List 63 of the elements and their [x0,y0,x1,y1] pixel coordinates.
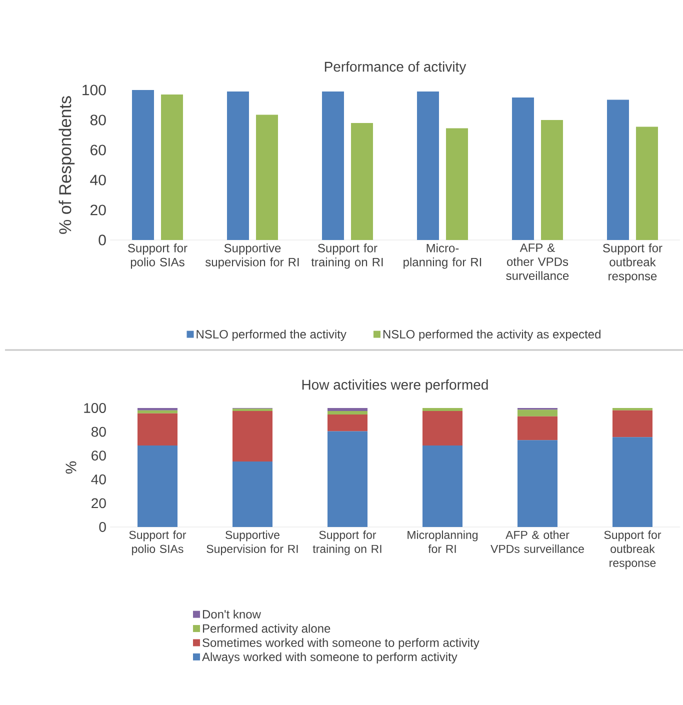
x-tick-label: Support for training on RI [311,244,383,269]
bar [612,437,652,527]
y-tick-label: 0 [98,234,106,246]
y-tick-label: 20 [92,498,106,508]
x-tick-label: Support for outbreak response [604,530,662,570]
y-tick-label: 60 [90,144,106,156]
bar [422,445,462,527]
y-tick-label: 80 [90,114,106,126]
x-tick-label: Support for training on RI [312,530,382,556]
bar [226,92,249,240]
bar [232,462,272,527]
x-tick-label: Micro-planning for RI [404,244,482,269]
y-tick-label: 20 [90,204,106,216]
x-tick-label: AFP & other VPDs surveillance [506,244,569,280]
x-tick-label: Supportive Supervision for RI [206,530,298,556]
bar [160,94,183,240]
bar [422,410,462,446]
bar [517,440,558,527]
y-axis-title: % of Respondents [58,96,75,234]
bar [517,416,558,440]
bar [416,92,439,240]
bar [512,98,534,240]
bar [232,410,272,462]
bar [446,128,468,240]
bar [636,126,658,240]
y-tick-label: 40 [90,174,106,186]
bar [612,410,652,438]
y-tick-label: 0 [99,522,106,532]
bar [327,414,368,432]
y-tick-label: 100 [82,84,106,96]
chart-title: How activities were performed [302,379,488,392]
bar [350,123,373,240]
y-tick-label: 40 [91,474,106,484]
bar [138,413,178,446]
bar [256,114,278,240]
bar [327,408,368,411]
legend-label: Always worked with someone to perform activity [202,652,458,664]
legend-label: NSLO performed the activity as expected [383,330,600,341]
chart-title: Performance of activity [324,61,466,74]
y-tick-label: 60 [92,450,106,461]
x-tick-label: Supportive supervision for RI [205,244,299,269]
x-tick-label: Support for polio SIAs [128,244,188,269]
legend-label: Sometimes worked with someone to perform activity [202,638,480,650]
bar [327,410,368,415]
x-tick-label: AFP & other VPDs surveillance [490,530,584,553]
bar [540,120,563,240]
x-tick-label: Support for outbreak response [603,244,662,283]
x-tick-label: Microplanning for RI [408,530,478,553]
y-tick-label: 80 [92,426,106,437]
bar [606,100,629,240]
bar [322,92,344,240]
legend-label: Don't know [202,610,261,619]
x-tick-label: Support for polio SIAs [129,530,186,556]
y-axis-title: % [66,461,76,474]
bar [327,431,368,527]
legend-label: Performed activity alone [202,624,330,636]
bar [132,90,154,240]
bar [138,445,178,527]
bar [422,408,462,411]
legend-label: NSLO performed the activity [196,330,346,341]
bar [517,410,558,416]
y-tick-label: 100 [84,403,106,413]
bar [138,410,178,414]
